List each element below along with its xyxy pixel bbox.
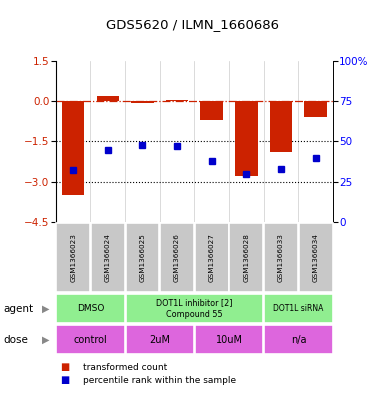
Text: ■: ■ <box>60 362 69 373</box>
Text: GSM1366033: GSM1366033 <box>278 233 284 282</box>
Bar <box>235 101 258 176</box>
Bar <box>97 96 119 101</box>
Text: ▶: ▶ <box>42 335 50 345</box>
Text: transformed count: transformed count <box>83 363 167 372</box>
Text: GSM1366025: GSM1366025 <box>139 233 146 282</box>
Text: GSM1366028: GSM1366028 <box>243 233 249 282</box>
Text: dose: dose <box>4 335 29 345</box>
Bar <box>270 101 292 152</box>
Text: 2uM: 2uM <box>149 335 170 345</box>
Text: GSM1366026: GSM1366026 <box>174 233 180 282</box>
Text: GSM1366023: GSM1366023 <box>70 233 76 282</box>
Text: agent: agent <box>4 303 34 314</box>
Text: n/a: n/a <box>291 335 306 345</box>
Text: GSM1366027: GSM1366027 <box>209 233 215 282</box>
Text: percentile rank within the sample: percentile rank within the sample <box>83 376 236 385</box>
Text: DOT1L inhibitor [2]
Compound 55: DOT1L inhibitor [2] Compound 55 <box>156 298 233 319</box>
Text: ■: ■ <box>60 375 69 386</box>
Text: GDS5620 / ILMN_1660686: GDS5620 / ILMN_1660686 <box>106 18 279 31</box>
Text: ▶: ▶ <box>42 303 50 314</box>
Text: 10uM: 10uM <box>216 335 243 345</box>
Bar <box>166 100 188 101</box>
Text: DOT1L siRNA: DOT1L siRNA <box>273 304 323 313</box>
Text: control: control <box>74 335 107 345</box>
Text: GSM1366034: GSM1366034 <box>313 233 319 282</box>
Bar <box>62 101 84 195</box>
Bar <box>201 101 223 120</box>
Text: GSM1366024: GSM1366024 <box>105 233 111 282</box>
Bar <box>305 101 327 117</box>
Bar <box>131 101 154 103</box>
Text: DMSO: DMSO <box>77 304 104 313</box>
